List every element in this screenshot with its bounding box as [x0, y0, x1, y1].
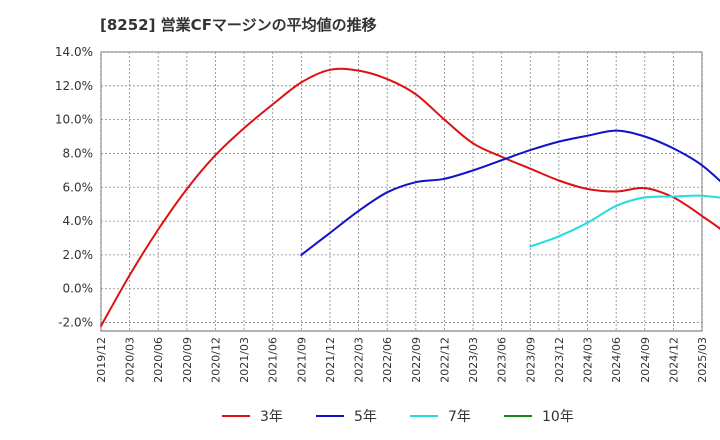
x-tick-label: 2022/06 [381, 337, 394, 383]
y-tick-label: 14.0% [55, 45, 93, 59]
y-tick-label: 8.0% [63, 146, 94, 160]
y-tick-label: -2.0% [58, 316, 93, 330]
legend-label-0: 3年 [260, 409, 283, 425]
x-tick-label: 2020/03 [124, 337, 137, 383]
x-tick-label: 2021/03 [238, 337, 251, 383]
x-tick-label: 2024/12 [667, 337, 680, 383]
x-tick-label: 2022/03 [353, 337, 366, 383]
legend: 3年 5年 7年 10年 [0, 404, 720, 428]
legend-item-0: 3年 [222, 404, 283, 428]
x-tick-label: 2022/12 [438, 337, 451, 383]
y-tick-label: 0.0% [63, 282, 94, 296]
x-tick-label: 2023/03 [467, 337, 480, 383]
x-tick-label: 2024/09 [639, 337, 652, 383]
x-tick-label: 2020/12 [209, 337, 222, 383]
y-tick-label: 4.0% [63, 214, 94, 228]
y-tick-label: 2.0% [63, 248, 94, 262]
legend-label-3: 10年 [542, 409, 574, 425]
x-tick-label: 2023/12 [553, 337, 566, 383]
x-tick-label: 2021/12 [324, 337, 337, 383]
legend-label-1: 5年 [354, 409, 377, 425]
legend-label-2: 7年 [448, 409, 471, 425]
x-tick-label: 2019/12 [95, 337, 108, 383]
legend-swatch-2 [410, 415, 438, 417]
x-tick-label: 2020/06 [152, 337, 165, 383]
series-line-2 [529, 194, 720, 248]
legend-item-3: 10年 [504, 404, 574, 428]
series-line-1 [300, 129, 720, 256]
series-layer [100, 67, 720, 327]
legend-swatch-3 [504, 415, 532, 417]
series-line-0 [100, 67, 720, 327]
y-tick-label: 12.0% [55, 79, 93, 93]
x-tick-label: 2024/03 [582, 337, 595, 383]
legend-item-2: 7年 [410, 404, 471, 428]
x-tick-label: 2023/06 [496, 337, 509, 383]
legend-swatch-1 [316, 415, 344, 417]
x-tick-label: 2023/09 [524, 337, 537, 383]
chart-title: [8252] 営業CFマージンの平均値の推移 [100, 16, 377, 34]
x-tick-label: 2021/06 [267, 337, 280, 383]
x-tick-label: 2025/03 [696, 337, 709, 383]
y-tick-label: 6.0% [63, 180, 94, 194]
x-tick-label: 2020/09 [181, 337, 194, 383]
y-tick-label: 10.0% [55, 113, 93, 127]
x-tick-label: 2021/09 [295, 337, 308, 383]
axis-layer: 2019/12 2020/03 2020/06 2020/09 2020/12 2021/… [55, 45, 709, 383]
x-tick-label: 2024/06 [610, 337, 623, 383]
x-tick-label: 2022/09 [410, 337, 423, 383]
legend-item-1: 5年 [316, 404, 377, 428]
legend-swatch-0 [222, 415, 250, 417]
